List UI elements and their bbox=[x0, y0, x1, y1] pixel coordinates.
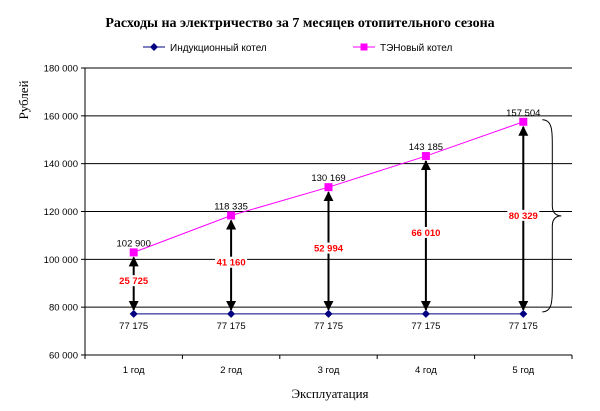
y-axis-ticks: 60 000 80 000 100 000 120 000 140 000 160 000… bbox=[44, 64, 85, 362]
legend-label-induction: Индукционный котел bbox=[170, 43, 267, 54]
x-axis-title: Эксплуатация bbox=[291, 386, 368, 401]
data-label-ten: 130 169 bbox=[311, 173, 345, 184]
y-axis-title: Рублей bbox=[16, 80, 31, 119]
difference-arrows bbox=[128, 125, 529, 311]
marker-ten bbox=[227, 211, 236, 220]
data-label-ten: 157 504 bbox=[506, 108, 540, 119]
legend-marker-ten bbox=[360, 43, 368, 51]
marker-ten bbox=[519, 117, 528, 126]
difference-label: 41 160 bbox=[217, 258, 246, 269]
data-label-induction: 77 175 bbox=[411, 321, 440, 332]
marker-ten bbox=[421, 152, 430, 161]
x-tick-label: 5 год bbox=[512, 365, 534, 376]
y-tick-label: 180 000 bbox=[44, 64, 78, 75]
y-tick-label: 80 000 bbox=[49, 303, 78, 314]
data-labels: 102 900 118 335 130 169 143 185 157 504 77 17… bbox=[117, 108, 541, 332]
y-tick-label: 120 000 bbox=[44, 207, 78, 218]
marker-ten bbox=[324, 183, 333, 192]
y-tick-label: 60 000 bbox=[49, 351, 78, 362]
x-tick-label: 1 год bbox=[123, 365, 145, 376]
series-markers bbox=[129, 117, 528, 318]
y-tick-label: 160 000 bbox=[44, 111, 78, 122]
difference-label-bg bbox=[117, 275, 150, 287]
data-label-induction: 77 175 bbox=[217, 321, 246, 332]
x-tick-label: 4 год bbox=[415, 365, 437, 376]
marker-induction bbox=[421, 309, 430, 318]
legend: Индукционный котел ТЭНовый котел bbox=[143, 43, 452, 54]
difference-label: 80 329 bbox=[509, 211, 538, 222]
data-label-induction: 77 175 bbox=[509, 321, 538, 332]
difference-label-bg bbox=[507, 209, 540, 221]
difference-label: 25 725 bbox=[119, 276, 149, 287]
data-label-ten: 118 335 bbox=[214, 201, 248, 212]
y-tick-label: 140 000 bbox=[44, 159, 78, 170]
difference-label-bg bbox=[312, 242, 345, 254]
data-label-ten: 102 900 bbox=[117, 238, 151, 249]
chart-title: Расходы на электричество за 7 месяцев от… bbox=[105, 16, 494, 31]
x-axis-ticks: 1 год 2 год 3 год 4 год 5 год bbox=[84, 355, 573, 376]
legend-label-ten: ТЭНовый котел bbox=[380, 43, 452, 54]
difference-label-bg bbox=[409, 226, 442, 238]
y-tick-label: 100 000 bbox=[44, 255, 78, 266]
difference-label: 52 994 bbox=[314, 244, 344, 255]
x-tick-label: 2 год bbox=[220, 365, 242, 376]
difference-label-bg bbox=[215, 256, 248, 268]
x-tick-label: 3 год bbox=[318, 365, 340, 376]
difference-brace bbox=[542, 119, 562, 313]
legend-marker-induction bbox=[150, 43, 158, 51]
data-label-ten: 143 185 bbox=[409, 142, 443, 153]
marker-induction bbox=[129, 309, 138, 318]
marker-induction bbox=[324, 309, 333, 318]
marker-induction bbox=[519, 309, 528, 318]
marker-induction bbox=[227, 309, 236, 318]
data-label-induction: 77 175 bbox=[119, 321, 148, 332]
difference-label: 66 010 bbox=[411, 228, 440, 239]
data-label-induction: 77 175 bbox=[314, 321, 343, 332]
marker-ten bbox=[129, 248, 138, 257]
